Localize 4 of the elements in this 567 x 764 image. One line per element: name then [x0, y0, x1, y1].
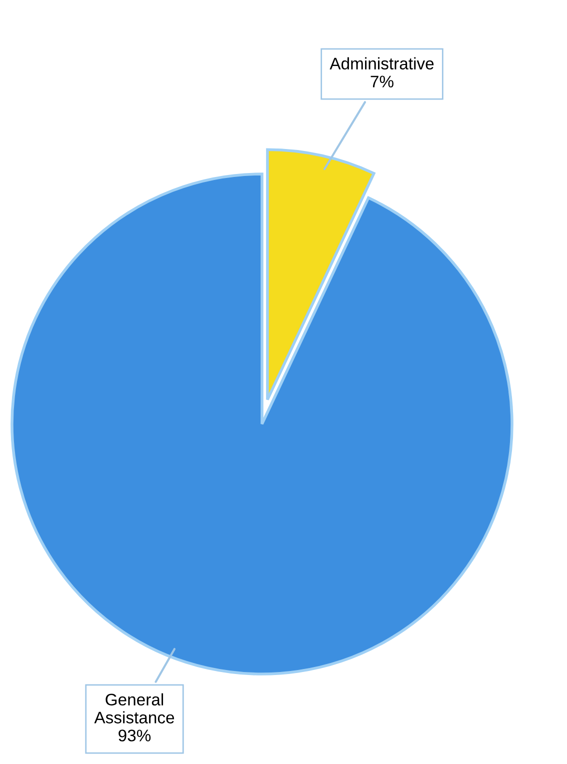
data-label: 93%: [118, 730, 151, 742]
slice-label: General Assistance: [94, 693, 174, 724]
slice-label: Administrative: [330, 57, 434, 70]
data-label: 7%: [370, 76, 394, 88]
